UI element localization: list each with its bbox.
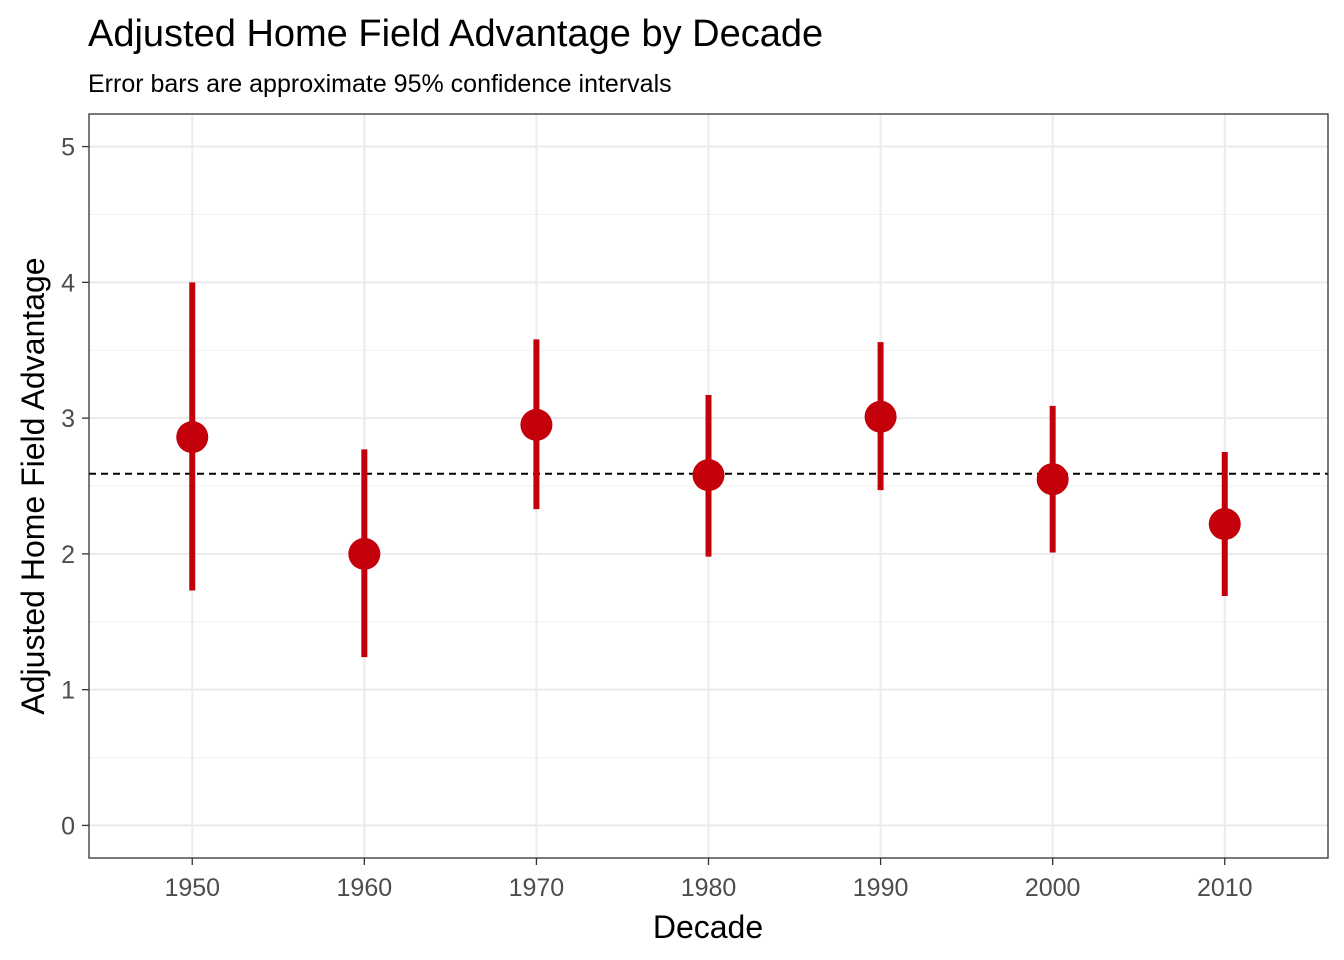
x-tick-label: 1960: [337, 874, 393, 902]
x-tick-label: 1990: [853, 874, 909, 902]
data-point: [348, 537, 381, 570]
data-point: [520, 408, 553, 441]
x-axis-title: Decade: [653, 909, 763, 945]
x-tick-label: 1980: [681, 874, 737, 902]
y-tick-label: 4: [61, 269, 75, 297]
data-point: [864, 400, 897, 433]
data-point: [692, 459, 725, 492]
y-tick-label: 5: [61, 134, 75, 162]
x-tick-label: 1970: [509, 874, 565, 902]
x-tick-label: 1950: [164, 874, 220, 902]
y-tick-label: 0: [61, 812, 75, 840]
data-point: [1036, 463, 1069, 496]
chart-subtitle: Error bars are approximate 95% confidenc…: [88, 70, 672, 98]
chart-title: Adjusted Home Field Advantage by Decade: [88, 13, 823, 55]
x-tick-label: 2000: [1025, 874, 1081, 902]
y-axis: 0 1 2 3 4 5: [61, 134, 89, 840]
y-axis-title: Adjusted Home Field Advantage: [15, 257, 51, 714]
data-marks: [176, 282, 1241, 658]
y-tick-label: 3: [61, 405, 75, 433]
data-point: [1208, 508, 1241, 541]
x-tick-label: 2010: [1197, 874, 1253, 902]
x-axis: 1950 1960 1970 1980 1990 2000 2010: [164, 858, 1253, 902]
y-tick-label: 1: [61, 677, 75, 705]
y-tick-label: 2: [61, 541, 75, 569]
data-point: [176, 421, 209, 454]
